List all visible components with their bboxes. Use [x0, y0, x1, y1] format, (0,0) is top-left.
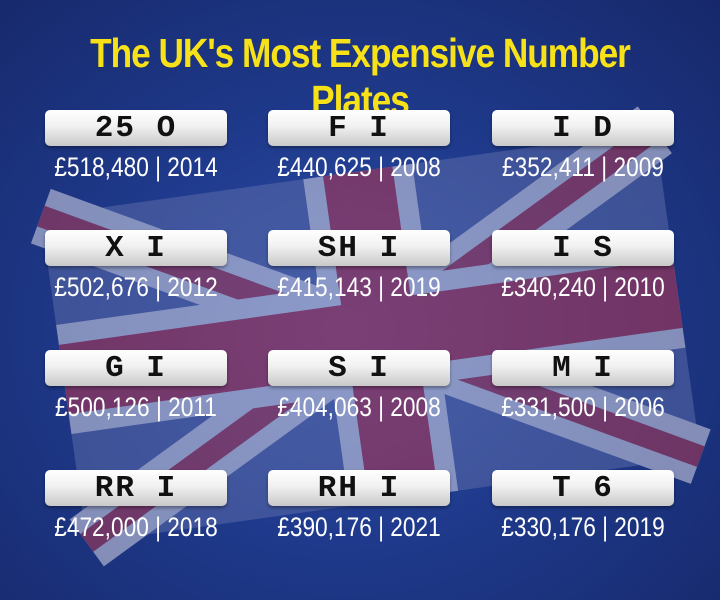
number-plate: 25 O: [45, 110, 227, 146]
number-plate: I S: [492, 230, 674, 266]
plate-registration: G I: [105, 350, 167, 386]
plate-price-year: £390,176 | 2021: [277, 512, 441, 542]
plate-price-year: £331,500 | 2006: [501, 392, 665, 422]
number-plate: F I: [268, 110, 450, 146]
plate-price-year: £472,000 | 2018: [54, 512, 218, 542]
plate-registration: T 6: [552, 470, 614, 506]
plate-item: S I £404,063 | 2008: [268, 350, 458, 450]
plate-price-year: £404,063 | 2008: [277, 392, 441, 422]
plate-registration: 25 O: [94, 110, 178, 146]
number-plate: G I: [45, 350, 227, 386]
plate-registration: M I: [552, 350, 614, 386]
number-plate: I D: [492, 110, 674, 146]
plate-item: I D £352,411 | 2009: [492, 110, 682, 210]
number-plate: T 6: [492, 470, 674, 506]
number-plate: S I: [268, 350, 450, 386]
plate-price-year: £440,625 | 2008: [277, 152, 441, 182]
plate-item: SH I £415,143 | 2019: [268, 230, 458, 330]
plate-price-year: £340,240 | 2010: [501, 272, 665, 302]
plate-item: RH I £390,176 | 2021: [268, 470, 458, 570]
plate-price-year: £352,411 | 2009: [502, 152, 664, 182]
number-plate: X I: [45, 230, 227, 266]
plate-registration: I S: [552, 230, 614, 266]
plate-registration: SH I: [317, 230, 401, 266]
number-plate: RH I: [268, 470, 450, 506]
plate-registration: RH I: [317, 470, 401, 506]
plate-price-year: £415,143 | 2019: [277, 272, 441, 302]
plate-price-year: £500,126 | 2011: [55, 392, 217, 422]
plate-price-year: £502,676 | 2012: [54, 272, 218, 302]
plate-item: X I £502,676 | 2012: [45, 230, 235, 330]
plate-item: M I £331,500 | 2006: [492, 350, 682, 450]
plate-item: RR I £472,000 | 2018: [45, 470, 235, 570]
plate-price-year: £518,480 | 2014: [54, 152, 218, 182]
number-plate: M I: [492, 350, 674, 386]
plate-item: F I £440,625 | 2008: [268, 110, 458, 210]
plate-price-year: £330,176 | 2019: [501, 512, 665, 542]
plate-item: 25 O £518,480 | 2014: [45, 110, 235, 210]
number-plate: SH I: [268, 230, 450, 266]
plate-registration: X I: [105, 230, 167, 266]
plate-registration: I D: [552, 110, 614, 146]
plate-item: T 6 £330,176 | 2019: [492, 470, 682, 570]
plate-registration: F I: [328, 110, 390, 146]
plate-item: I S £340,240 | 2010: [492, 230, 682, 330]
plate-registration: RR I: [94, 470, 178, 506]
number-plate: RR I: [45, 470, 227, 506]
plate-registration: S I: [328, 350, 390, 386]
plate-item: G I £500,126 | 2011: [45, 350, 235, 450]
